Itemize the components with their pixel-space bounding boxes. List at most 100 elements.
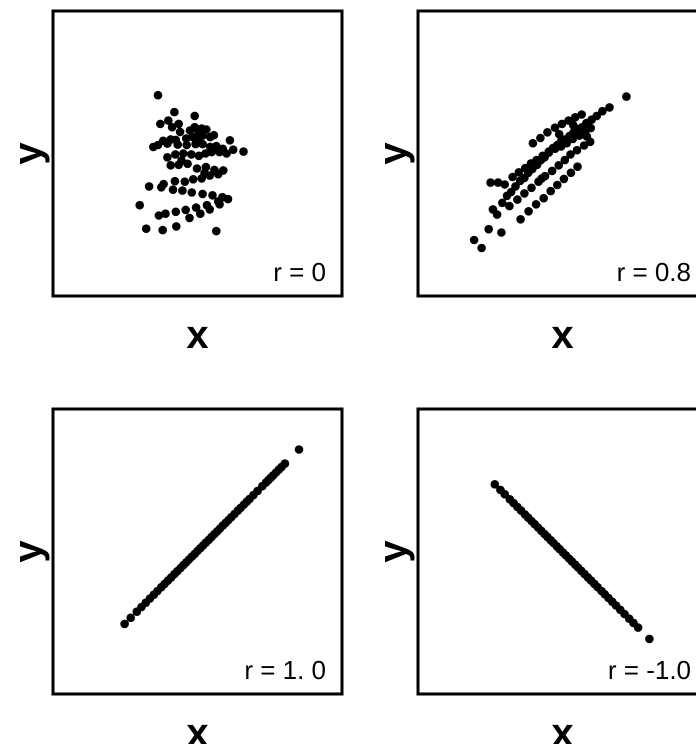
data-point	[528, 138, 538, 148]
data-point	[213, 169, 223, 179]
data-point	[239, 147, 248, 156]
data-point	[154, 211, 164, 220]
data-point	[187, 188, 197, 197]
data-point	[174, 119, 183, 129]
data-point	[208, 191, 217, 200]
scatter-panel-1: r = 0 x y	[6, 9, 344, 357]
data-point	[559, 174, 569, 184]
data-point	[527, 183, 536, 193]
data-point	[508, 172, 517, 182]
data-point	[524, 207, 533, 216]
data-point	[209, 130, 219, 140]
data-point	[553, 180, 562, 190]
data-point	[557, 119, 567, 129]
data-point	[586, 123, 595, 133]
data-point	[566, 150, 575, 159]
data-point	[166, 161, 175, 170]
data-point	[190, 111, 199, 121]
data-point	[149, 142, 158, 152]
y-axis-label: y	[371, 540, 415, 563]
data-point	[194, 151, 204, 161]
data-point	[225, 136, 235, 145]
data-point	[570, 113, 580, 122]
scatter-panel-2: r = 0.8 x y	[371, 9, 696, 357]
x-axis-label: x	[551, 313, 573, 357]
data-point	[222, 149, 231, 158]
data-point	[187, 150, 196, 159]
data-point	[185, 213, 194, 223]
data-point	[569, 121, 578, 130]
data-point	[126, 613, 135, 623]
data-point	[167, 122, 177, 132]
data-point	[215, 147, 224, 157]
data-point	[178, 186, 187, 195]
y-axis-label: y	[6, 540, 50, 563]
data-point	[179, 149, 188, 158]
x-axis-label: x	[186, 313, 208, 357]
data-point	[294, 445, 304, 454]
data-point	[170, 107, 179, 117]
data-point	[536, 133, 545, 143]
data-point	[172, 222, 181, 231]
data-point	[566, 168, 576, 178]
data-point	[161, 209, 170, 218]
data-point	[539, 193, 548, 203]
data-point	[135, 200, 144, 210]
y-axis-label: y	[371, 142, 415, 165]
data-point	[521, 163, 530, 173]
x-axis-label: x	[551, 711, 573, 744]
data-point	[573, 162, 582, 171]
data-point	[173, 140, 182, 149]
data-point	[201, 149, 210, 158]
data-point	[500, 180, 510, 189]
data-point	[577, 110, 586, 119]
data-point	[175, 127, 185, 137]
data-point	[168, 185, 178, 194]
data-point	[469, 235, 479, 245]
data-point	[622, 92, 631, 101]
data-point	[531, 200, 541, 209]
scatter-panel-3: r = 1. 0 x y	[6, 407, 344, 744]
data-point	[188, 175, 198, 184]
data-point	[568, 134, 578, 144]
data-point	[181, 205, 190, 215]
data-point	[191, 203, 201, 212]
data-point	[192, 164, 202, 173]
data-point	[153, 90, 163, 100]
data-point	[537, 174, 547, 183]
plot-frame	[416, 9, 696, 298]
data-point	[486, 178, 495, 187]
data-point	[191, 139, 200, 149]
data-point	[572, 145, 582, 155]
data-point	[164, 116, 173, 125]
data-point	[497, 228, 506, 237]
data-point	[170, 176, 180, 186]
data-point	[546, 186, 555, 196]
data-point	[493, 178, 503, 187]
data-point	[198, 189, 207, 199]
data-point	[520, 189, 529, 198]
correlation-annotation: r = -1.0	[608, 655, 691, 685]
data-point	[598, 106, 607, 116]
data-point	[157, 183, 166, 192]
data-point	[645, 634, 654, 644]
data-point	[543, 128, 552, 137]
data-point	[490, 480, 500, 489]
data-point	[532, 155, 541, 165]
data-point	[200, 168, 209, 178]
data-point	[120, 619, 129, 629]
data-point	[492, 210, 502, 219]
data-point	[198, 139, 207, 149]
data-point	[550, 123, 560, 132]
correlation-annotation: r = 0	[273, 257, 326, 287]
data-point	[513, 195, 522, 204]
scatter-panel-4: r = -1.0 x y	[371, 407, 696, 744]
data-point	[228, 145, 238, 154]
x-axis-label: x	[186, 711, 208, 744]
data-point	[280, 459, 290, 468]
data-point	[177, 156, 186, 165]
data-point	[163, 139, 172, 148]
data-point	[144, 182, 154, 191]
data-point	[196, 209, 205, 218]
